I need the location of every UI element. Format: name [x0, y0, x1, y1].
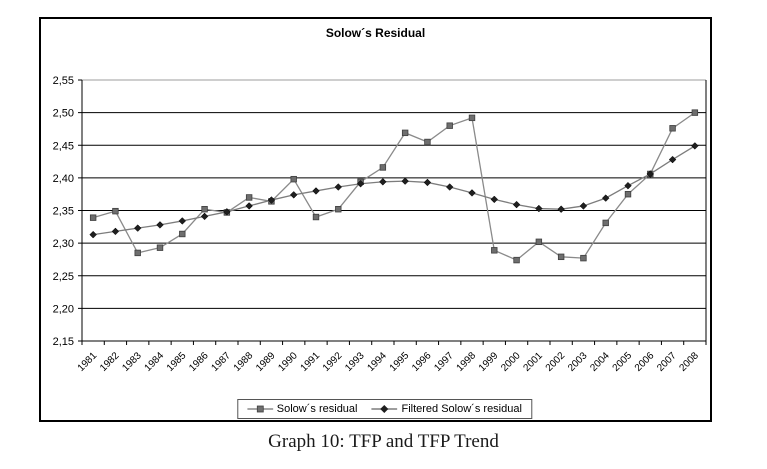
svg-text:1981: 1981: [76, 350, 100, 374]
legend-label-filtered-residual: Filtered Solow´s residual: [401, 403, 522, 415]
svg-text:1997: 1997: [432, 350, 456, 374]
svg-text:2,45: 2,45: [53, 140, 74, 152]
svg-text:2,25: 2,25: [53, 271, 74, 283]
axis-ticks: [78, 79, 707, 345]
figure-caption: Graph 10: TFP and TFP Trend: [268, 431, 499, 452]
svg-text:1987: 1987: [209, 350, 233, 374]
diamond-marker-icon: [371, 405, 398, 413]
svg-text:2,55: 2,55: [53, 75, 74, 87]
svg-text:1991: 1991: [299, 350, 323, 374]
svg-text:1993: 1993: [343, 350, 367, 374]
svg-text:2,50: 2,50: [53, 108, 74, 120]
y-axis-labels: 2,55 2,50 2,45 2,40 2,35 2,30 2,25 2,20 2,15: [53, 75, 74, 348]
svg-text:2,35: 2,35: [53, 206, 74, 218]
svg-text:1989: 1989: [254, 350, 278, 374]
svg-text:2008: 2008: [677, 350, 701, 374]
svg-text:1988: 1988: [232, 350, 256, 374]
svg-text:2002: 2002: [544, 350, 568, 374]
svg-text:2004: 2004: [588, 350, 612, 374]
series-filtered-residual: [89, 142, 699, 239]
svg-text:2,40: 2,40: [53, 173, 74, 185]
svg-text:2003: 2003: [566, 350, 590, 374]
svg-text:2006: 2006: [633, 350, 657, 374]
legend-item-filtered-residual: Filtered Solow´s residual: [371, 403, 522, 415]
x-axis-labels: 1981198219831984198519861987198819891990…: [76, 350, 702, 374]
svg-text:2005: 2005: [611, 350, 635, 374]
series-solow-residual: [89, 109, 699, 264]
svg-text:1986: 1986: [187, 350, 211, 374]
svg-text:1998: 1998: [455, 350, 479, 374]
svg-text:2,15: 2,15: [53, 336, 74, 348]
svg-text:1992: 1992: [321, 350, 345, 374]
legend-box: Solow´s residual Filtered Solow´s residu…: [236, 399, 532, 419]
y-gridlines: [81, 79, 707, 342]
svg-text:2000: 2000: [499, 350, 523, 374]
svg-text:1994: 1994: [365, 350, 389, 374]
legend-item-solow-residual: Solow´s residual: [246, 403, 358, 415]
chart-title: Solow´s Residual: [325, 26, 426, 40]
svg-text:1983: 1983: [120, 350, 144, 374]
svg-text:2,20: 2,20: [53, 303, 74, 315]
svg-text:1985: 1985: [165, 350, 189, 374]
svg-text:1984: 1984: [143, 350, 167, 374]
plot-area: 2,55 2,50 2,45 2,40 2,35 2,30 2,25 2,20 2,151981…: [53, 75, 707, 374]
svg-text:1999: 1999: [477, 350, 501, 374]
legend-label-solow-residual: Solow´s residual: [276, 403, 358, 415]
chart-frame: Solow´s Residual 2,55 2,50 2,45 2,40 2,35 2,3…: [39, 17, 712, 422]
svg-text:1982: 1982: [98, 350, 122, 374]
svg-text:1995: 1995: [388, 350, 412, 374]
svg-text:2007: 2007: [655, 350, 679, 374]
svg-text:2,30: 2,30: [53, 238, 74, 250]
svg-text:1996: 1996: [410, 350, 434, 374]
square-marker-icon: [246, 405, 273, 413]
svg-text:2001: 2001: [521, 350, 545, 374]
svg-text:1990: 1990: [276, 350, 300, 374]
